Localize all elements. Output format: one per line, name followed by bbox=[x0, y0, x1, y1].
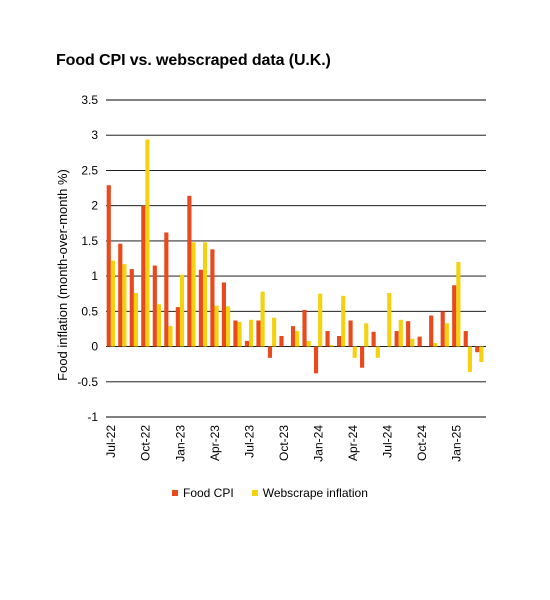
y-tick-label: 1.5 bbox=[81, 234, 98, 248]
bar-food-cpi bbox=[440, 311, 445, 347]
x-tick-label: Jul-24 bbox=[381, 425, 395, 458]
x-tick-label: Jan-24 bbox=[312, 425, 326, 462]
bar-webscrape bbox=[168, 326, 173, 347]
bar-webscrape bbox=[329, 345, 334, 347]
bar-food-cpi bbox=[371, 331, 376, 347]
bar-webscrape bbox=[122, 264, 127, 347]
bar-food-cpi bbox=[233, 320, 238, 347]
y-tick-label: 2.5 bbox=[81, 163, 98, 177]
bar-webscrape bbox=[260, 291, 265, 347]
y-tick-label: 3 bbox=[91, 128, 98, 142]
bar-food-cpi bbox=[118, 243, 123, 347]
bar-food-cpi bbox=[256, 320, 261, 347]
y-tick-label: 2 bbox=[91, 199, 98, 213]
bar-webscrape bbox=[364, 323, 369, 347]
bar-food-cpi bbox=[475, 346, 480, 353]
bar-webscrape bbox=[214, 305, 219, 347]
y-tick-label: 1 bbox=[91, 269, 98, 283]
bar-webscrape bbox=[433, 343, 438, 347]
bar-food-cpi bbox=[244, 340, 250, 347]
bar-webscrape bbox=[318, 293, 323, 347]
bar-webscrape bbox=[145, 139, 150, 347]
bar-webscrape bbox=[444, 323, 449, 347]
bar-food-cpi bbox=[325, 331, 330, 347]
y-tick-label: 0.5 bbox=[81, 304, 98, 318]
bar-food-cpi bbox=[290, 326, 296, 347]
legend-item-webscrape: Webscrape inflation bbox=[251, 486, 368, 500]
bars bbox=[106, 139, 484, 374]
bar-webscrape bbox=[110, 260, 115, 347]
gridlines bbox=[106, 99, 486, 418]
bar-webscrape bbox=[398, 319, 403, 347]
bar-webscrape bbox=[237, 321, 242, 347]
legend-label-webscrape: Webscrape inflation bbox=[262, 486, 368, 500]
x-tick-label: Apr-23 bbox=[208, 425, 222, 461]
y-axis-label: Food inflation (month-over-month %) bbox=[55, 169, 70, 381]
bar-webscrape bbox=[306, 340, 311, 347]
bar-food-cpi bbox=[152, 265, 157, 347]
y-tick-label: 3.5 bbox=[81, 93, 98, 107]
bar-food-cpi bbox=[394, 331, 399, 347]
legend-swatch-food-cpi bbox=[172, 490, 178, 496]
bar-food-cpi bbox=[221, 282, 226, 347]
bar-food-cpi bbox=[279, 335, 284, 347]
x-axis-ticks: Jul-22 Oct-22 Jan-23 Apr-23 Jul-23 Oct-23 Jan-… bbox=[104, 425, 463, 462]
bar-food-cpi bbox=[175, 307, 180, 347]
bar-webscrape bbox=[202, 242, 208, 347]
bar-food-cpi bbox=[336, 335, 342, 347]
bar-food-cpi bbox=[360, 346, 365, 368]
bar-food-cpi bbox=[129, 269, 134, 347]
x-tick-label: Jul-22 bbox=[104, 425, 118, 458]
bar-webscrape bbox=[295, 331, 300, 347]
bar-webscrape bbox=[225, 306, 231, 347]
y-axis-ticks: 3.5 3 2.5 2 1.5 1 0.5 0 -0.5 -1 bbox=[77, 93, 98, 424]
bar-webscrape bbox=[387, 293, 392, 347]
bar-food-cpi bbox=[463, 331, 468, 347]
bar-webscrape bbox=[341, 295, 346, 347]
bar-food-cpi bbox=[406, 321, 411, 347]
x-tick-label: Apr-24 bbox=[346, 425, 360, 461]
bar-webscrape bbox=[156, 304, 162, 347]
legend: Food CPI Webscrape inflation bbox=[172, 486, 368, 500]
bar-webscrape bbox=[272, 317, 277, 347]
x-tick-label: Oct-23 bbox=[277, 425, 291, 461]
bar-webscrape bbox=[352, 346, 357, 358]
bar-food-cpi bbox=[452, 285, 457, 347]
y-tick-label: 0 bbox=[91, 340, 98, 354]
legend-label-food-cpi: Food CPI bbox=[183, 486, 234, 500]
x-tick-label: Jul-23 bbox=[242, 425, 256, 458]
bar-webscrape bbox=[456, 262, 461, 347]
bar-webscrape bbox=[479, 346, 484, 363]
bar-webscrape bbox=[249, 319, 254, 347]
bar-food-cpi bbox=[417, 336, 422, 347]
legend-swatch-webscrape bbox=[251, 490, 258, 496]
bar-food-cpi bbox=[267, 346, 273, 358]
bar-webscrape bbox=[410, 338, 415, 347]
x-tick-label: Jan-23 bbox=[173, 425, 187, 462]
y-tick-label: -0.5 bbox=[77, 375, 98, 389]
x-tick-label: Oct-22 bbox=[139, 425, 153, 461]
bar-food-cpi bbox=[187, 195, 192, 347]
bar-webscrape bbox=[375, 346, 380, 358]
bar-food-cpi bbox=[198, 269, 203, 347]
bar-webscrape bbox=[467, 346, 472, 372]
bar-webscrape bbox=[191, 242, 196, 347]
x-tick-label: Oct-24 bbox=[415, 425, 429, 461]
bar-food-cpi bbox=[164, 232, 169, 347]
bar-food-cpi bbox=[429, 315, 434, 347]
bar-webscrape bbox=[179, 274, 185, 347]
bar-food-cpi bbox=[313, 346, 319, 374]
bar-food-cpi bbox=[106, 185, 111, 347]
bar-food-cpi bbox=[302, 309, 307, 347]
x-tick-label: Jan-25 bbox=[450, 425, 464, 462]
y-tick-label: -1 bbox=[87, 410, 98, 424]
bar-food-cpi bbox=[348, 320, 353, 347]
bar-food-cpi bbox=[210, 249, 215, 347]
bar-food-cpi bbox=[141, 205, 146, 347]
legend-item-food-cpi: Food CPI bbox=[172, 486, 234, 500]
chart-title: Food CPI vs. webscraped data (U.K.) bbox=[56, 52, 331, 69]
bar-webscrape bbox=[133, 293, 139, 347]
